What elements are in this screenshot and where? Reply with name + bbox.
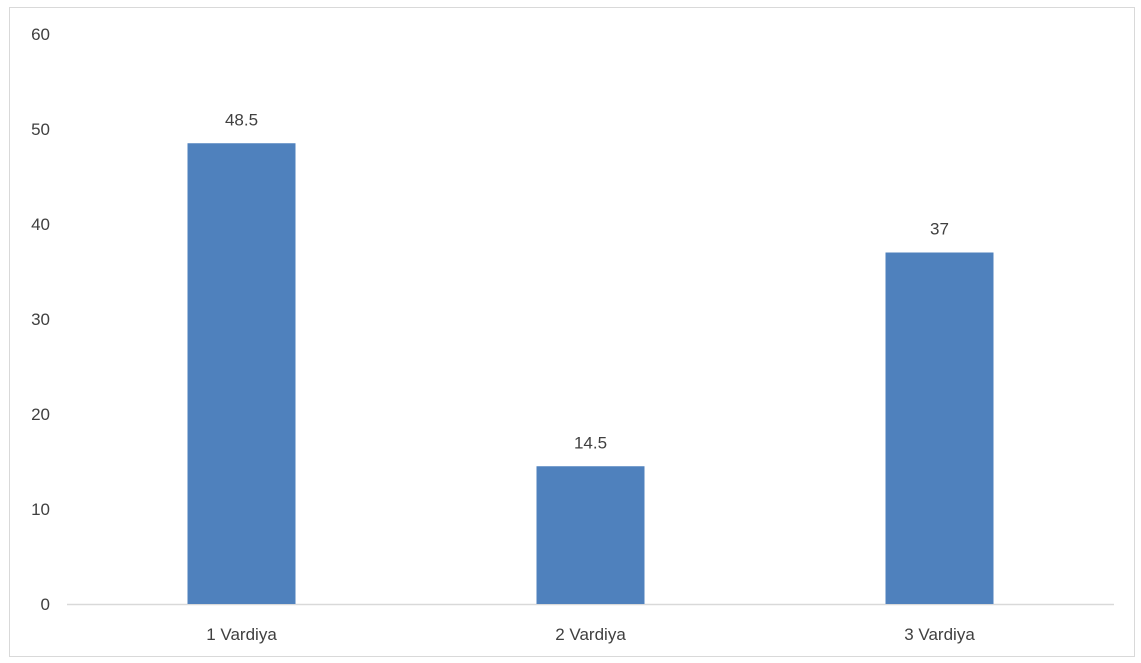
- y-tick-label: 50: [31, 120, 50, 139]
- y-tick-label: 40: [31, 215, 50, 234]
- bar-3: [885, 252, 994, 604]
- y-tick-label: 10: [31, 500, 50, 519]
- y-tick-label: 60: [31, 25, 50, 44]
- y-tick-label: 0: [41, 595, 50, 614]
- x-category-label: 1 Vardiya: [206, 625, 277, 644]
- y-tick-label: 20: [31, 405, 50, 424]
- data-label-3: 37: [930, 220, 949, 239]
- bar-2: [536, 466, 645, 604]
- data-label-1: 48.5: [225, 110, 258, 129]
- x-category-label: 3 Vardiya: [904, 625, 975, 644]
- y-tick-label: 30: [31, 310, 50, 329]
- data-label-2: 14.5: [574, 433, 607, 452]
- bar-1: [187, 143, 296, 604]
- x-category-label: 2 Vardiya: [555, 625, 626, 644]
